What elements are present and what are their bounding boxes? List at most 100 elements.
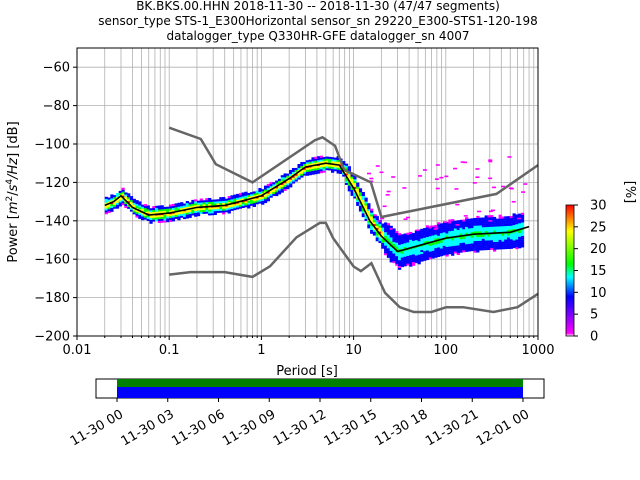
density-cell <box>194 199 198 202</box>
density-cell <box>398 236 402 240</box>
density-outlier <box>507 156 512 158</box>
density-cell <box>308 169 312 172</box>
density-cell <box>210 203 215 206</box>
density-cell <box>398 240 402 243</box>
density-cell <box>492 216 497 220</box>
density-cell <box>470 218 474 221</box>
density-cell <box>448 229 452 232</box>
density-cell <box>342 174 346 177</box>
density-cell <box>286 179 290 182</box>
density-cell <box>392 253 396 256</box>
density-cell <box>467 247 472 250</box>
density-cell <box>462 242 466 245</box>
density-cell <box>515 214 519 217</box>
density-cell <box>518 219 522 222</box>
density-cell <box>367 208 371 212</box>
density-cell <box>157 215 162 218</box>
density-cell <box>263 185 268 188</box>
density-cell <box>462 240 466 243</box>
density-cell <box>194 203 198 206</box>
density-cell <box>244 205 248 208</box>
time-tick-label: 11-30 12 <box>271 407 329 449</box>
density-cell <box>476 227 480 230</box>
density-cell <box>208 199 212 202</box>
density-cell <box>476 229 480 232</box>
density-cell <box>467 220 472 223</box>
density-cell <box>386 250 391 253</box>
density-cell <box>481 223 486 226</box>
density-cell <box>515 245 519 248</box>
density-cell <box>467 245 472 248</box>
density-cell <box>280 179 284 182</box>
density-cell <box>456 243 460 246</box>
density-cell <box>428 245 432 248</box>
density-cell <box>473 240 477 244</box>
density-cell <box>199 204 203 207</box>
density-cell <box>342 161 346 164</box>
density-cell <box>395 244 399 247</box>
density-cell <box>272 193 276 196</box>
density-cell <box>168 214 173 217</box>
density-cell <box>403 237 407 240</box>
density-cell <box>512 228 516 231</box>
density-cell <box>297 175 301 178</box>
density-cell <box>143 204 148 207</box>
density-cell <box>322 170 326 173</box>
density-cell <box>492 239 497 243</box>
density-cell <box>501 243 505 246</box>
density-cell <box>451 232 455 235</box>
density-cell <box>492 220 497 223</box>
density-cell <box>515 216 519 219</box>
density-cell <box>501 247 505 250</box>
density-cell <box>459 239 463 242</box>
density-cell <box>479 229 483 232</box>
density-cell <box>406 249 410 253</box>
density-outlier <box>460 161 465 163</box>
density-cell <box>420 259 424 262</box>
density-cell <box>107 207 111 210</box>
density-cell <box>356 203 360 206</box>
density-cell <box>364 207 368 210</box>
density-cell <box>124 205 128 208</box>
density-cell <box>269 191 273 194</box>
density-cell <box>512 244 516 247</box>
density-cell <box>372 233 377 236</box>
density-cell <box>518 236 522 239</box>
density-cell <box>252 202 256 206</box>
density-cell <box>297 164 301 167</box>
density-cell <box>481 240 486 243</box>
density-cell <box>129 196 134 199</box>
density-cell <box>194 212 198 215</box>
density-cell <box>389 250 393 253</box>
density-cell <box>238 193 243 196</box>
density-cell <box>395 246 399 249</box>
density-cell <box>386 246 391 249</box>
y-tick-label: −100 <box>34 138 70 153</box>
density-cell <box>442 236 446 239</box>
density-cell <box>400 253 405 256</box>
density-cell <box>113 206 117 209</box>
density-cell <box>110 207 114 210</box>
x-tick-label: 0.1 <box>159 343 180 358</box>
density-cell <box>481 242 486 245</box>
density-cell <box>266 183 270 186</box>
density-outlier <box>455 224 460 226</box>
density-cell <box>319 169 324 172</box>
density-cell <box>384 226 388 229</box>
density-cell <box>518 230 522 233</box>
density-cell <box>490 236 494 239</box>
density-cell <box>520 224 525 227</box>
density-cell <box>149 219 153 222</box>
density-cell <box>364 201 368 204</box>
x-tick-label: 100 <box>433 343 458 358</box>
density-cell <box>520 220 525 223</box>
density-cell <box>451 240 455 243</box>
density-cell <box>445 221 449 224</box>
density-cell <box>425 248 430 251</box>
density-cell <box>420 234 424 237</box>
y-axis-label: Power [m2/s4/Hz] [dB] <box>5 121 21 262</box>
density-cell <box>442 245 446 248</box>
density-cell <box>409 233 413 236</box>
density-cell <box>152 211 156 214</box>
density-cell <box>367 222 371 225</box>
